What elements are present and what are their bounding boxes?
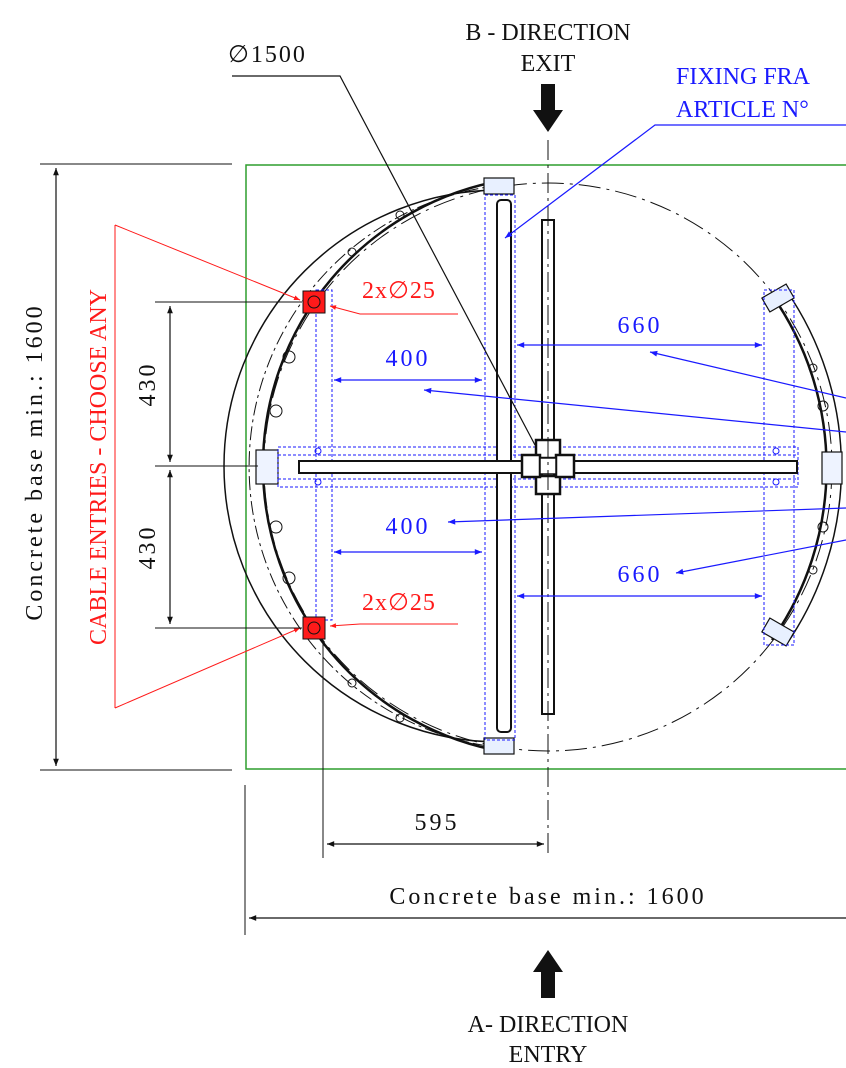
concrete-base-vertical-label: Concrete base min.: 1600 bbox=[22, 303, 48, 620]
right-end-plate bbox=[821, 451, 843, 485]
cable-leaders bbox=[114, 224, 458, 709]
dim-400-upper: 400 bbox=[386, 346, 431, 372]
dim-595: 595 bbox=[415, 810, 460, 836]
exit-direction-arrow bbox=[533, 84, 563, 132]
left-end-plate bbox=[255, 449, 279, 485]
right-wing-cap-top bbox=[761, 283, 795, 313]
cable-entries-title: CABLE ENTRIES - CHOOSE ANY bbox=[86, 289, 112, 645]
exit-direction-line2: EXIT bbox=[521, 51, 576, 77]
cable-entry-top bbox=[302, 290, 326, 314]
dim-430-upper: 430 bbox=[135, 362, 161, 407]
cable-hole-top-label: 2x∅25 bbox=[362, 278, 436, 304]
fixing-frame-label-line2: ARTICLE N° bbox=[676, 97, 809, 123]
cable-entry-bottom bbox=[302, 616, 326, 640]
wing-cap-bottom bbox=[483, 737, 515, 755]
entry-direction-line2: ENTRY bbox=[509, 1042, 588, 1068]
dim-660-upper: 660 bbox=[618, 313, 663, 339]
diameter-main-label: ∅1500 bbox=[228, 42, 307, 68]
black-dimension-lines bbox=[53, 75, 846, 921]
entry-direction-arrow bbox=[533, 950, 563, 998]
dim-400-lower: 400 bbox=[386, 514, 431, 540]
entry-direction-line1: A- DIRECTION bbox=[468, 1012, 629, 1038]
dim-660-lower: 660 bbox=[618, 562, 663, 588]
extension-lines bbox=[40, 163, 324, 935]
left-wing-bolts bbox=[269, 210, 405, 723]
fixing-frame-label-line1: FIXING FRA bbox=[676, 64, 811, 90]
concrete-base-horizontal-label: Concrete base min.: 1600 bbox=[389, 884, 706, 910]
wing-cap-top bbox=[483, 177, 515, 195]
blue-dimension-lines bbox=[334, 124, 846, 599]
cable-hole-bottom-label: 2x∅25 bbox=[362, 590, 436, 616]
exit-direction-line1: B - DIRECTION bbox=[465, 20, 630, 46]
right-wing-cap-bottom bbox=[761, 617, 795, 647]
right-wing-bolts bbox=[808, 363, 829, 575]
concrete-base-outline bbox=[245, 164, 846, 770]
dim-430-lower: 430 bbox=[135, 525, 161, 570]
